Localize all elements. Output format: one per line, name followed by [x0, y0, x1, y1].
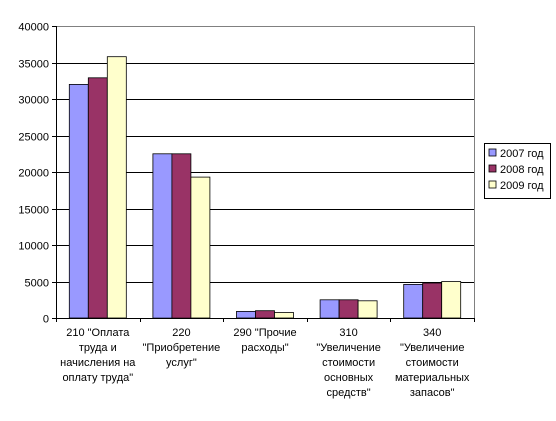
bar — [106, 56, 127, 319]
category-label: "Увеличение — [400, 342, 465, 354]
category-label: 340 — [423, 327, 441, 339]
bar — [152, 153, 173, 319]
bar — [274, 312, 294, 319]
category-label: стоимости — [322, 357, 375, 369]
category-label: основных — [324, 372, 374, 384]
category-label: услуг" — [166, 357, 197, 369]
y-tick-label: 10000 — [18, 241, 49, 253]
legend-swatch — [488, 180, 497, 189]
bar — [319, 299, 340, 319]
y-tick-label: 5000 — [25, 278, 49, 290]
category-label: "Приобретение — [143, 342, 221, 354]
category-label: труда и — [79, 342, 117, 354]
y-tick-label: 20000 — [18, 168, 49, 180]
legend-label: 2009 год — [500, 180, 544, 192]
bar — [190, 176, 211, 319]
bar — [236, 310, 256, 319]
legend-swatch — [488, 148, 497, 157]
category-label: запасов" — [410, 387, 455, 399]
legend-label: 2008 год — [500, 164, 544, 176]
bar — [441, 281, 462, 319]
legend-swatch — [488, 164, 497, 173]
y-tick-label: 30000 — [18, 95, 49, 107]
category-label: 220 — [172, 327, 190, 339]
category-label: 210 "Оплата — [66, 327, 130, 339]
y-tick-label: 40000 — [18, 22, 49, 34]
category-label: стоимости — [406, 357, 459, 369]
category-label: "Увеличение — [316, 342, 381, 354]
bar — [255, 310, 275, 319]
category-label: оплату труда" — [62, 372, 133, 384]
y-tick-label: 25000 — [18, 132, 49, 144]
bar — [422, 282, 443, 319]
category-label: 290 "Прочие — [233, 327, 296, 339]
category-label: 310 — [339, 327, 357, 339]
y-tick-label: 0 — [43, 314, 49, 326]
category-label: материальных — [395, 372, 470, 384]
category-label: начисления на — [60, 357, 136, 369]
legend-label: 2007 год — [500, 148, 544, 160]
category-label: расходы" — [241, 342, 288, 354]
bar — [403, 283, 424, 319]
bar — [68, 84, 89, 319]
bar — [171, 153, 192, 319]
y-tick-label: 35000 — [18, 59, 49, 71]
category-label: средств" — [326, 387, 370, 399]
bar — [338, 299, 359, 319]
y-tick-label: 15000 — [18, 205, 49, 217]
bar — [357, 300, 378, 319]
bar — [87, 77, 108, 319]
